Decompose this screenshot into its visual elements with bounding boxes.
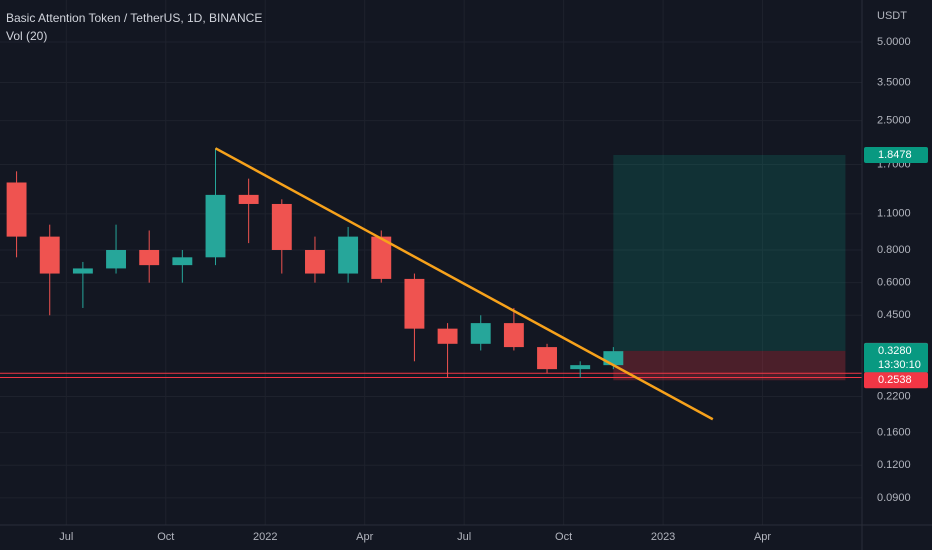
symbol: Basic Attention Token / TetherUS, 1D, BI… (6, 11, 262, 25)
y-tick-label: 5.0000 (877, 36, 911, 48)
candle-body (570, 365, 591, 370)
y-tick-label: 0.4500 (877, 309, 911, 321)
candle-body (470, 323, 491, 344)
y-tick-label: 0.1200 (877, 459, 911, 471)
x-tick-label: Oct (157, 531, 174, 543)
x-tick-label: Jul (59, 531, 73, 543)
x-tick-label: 2023 (651, 531, 675, 543)
countdown: 13:30:10 (878, 359, 921, 371)
y-tick-label: 0.0900 (877, 492, 911, 504)
candle-body (39, 236, 60, 274)
candle-body (6, 182, 27, 237)
price-tag-label: 1.8478 (878, 149, 912, 161)
candle-body (338, 236, 359, 274)
indicator: Vol (20) (6, 29, 47, 43)
candle-body (404, 278, 425, 329)
price-tag-label: 0.3280 (878, 345, 912, 357)
axes: 5.00003.50002.50001.70001.10000.80000.60… (59, 36, 928, 543)
candle-body (106, 249, 126, 269)
x-tick-label: 2022 (253, 531, 277, 543)
price-tag (864, 146, 928, 163)
price-tag (864, 372, 928, 389)
y-tick-label: 0.2200 (877, 390, 911, 402)
price-tag-label: 0.2538 (878, 374, 912, 386)
candle-body (72, 268, 93, 274)
candle-body (205, 194, 226, 258)
y-tick-label: 0.8000 (877, 244, 911, 256)
x-tick-label: Apr (356, 531, 373, 543)
x-tick-label: Oct (555, 531, 572, 543)
x-tick-label: Apr (754, 531, 771, 543)
stop-zone (613, 350, 846, 381)
candle-body (172, 257, 193, 266)
candle-body (503, 323, 524, 348)
candle-body (603, 351, 624, 366)
unit: USDT (877, 10, 907, 22)
trendline (214, 147, 714, 421)
candle-body (437, 328, 458, 344)
y-tick-label: 0.6000 (877, 277, 911, 289)
y-tick-label: 2.5000 (877, 115, 911, 127)
grid (0, 0, 862, 525)
y-tick-label: 0.1600 (877, 427, 911, 439)
y-tick-label: 1.1000 (877, 208, 911, 220)
candle-body (305, 249, 325, 274)
y-tick-label: 3.5000 (877, 76, 911, 88)
x-tick-label: Jul (457, 531, 471, 543)
price-tag (864, 343, 928, 374)
candle-body (537, 347, 557, 370)
candle-body (139, 249, 160, 266)
candle-body (271, 203, 292, 250)
candle-body (371, 236, 392, 279)
candle-body (238, 194, 259, 204)
target-zone (613, 154, 846, 351)
plot (0, 147, 862, 421)
